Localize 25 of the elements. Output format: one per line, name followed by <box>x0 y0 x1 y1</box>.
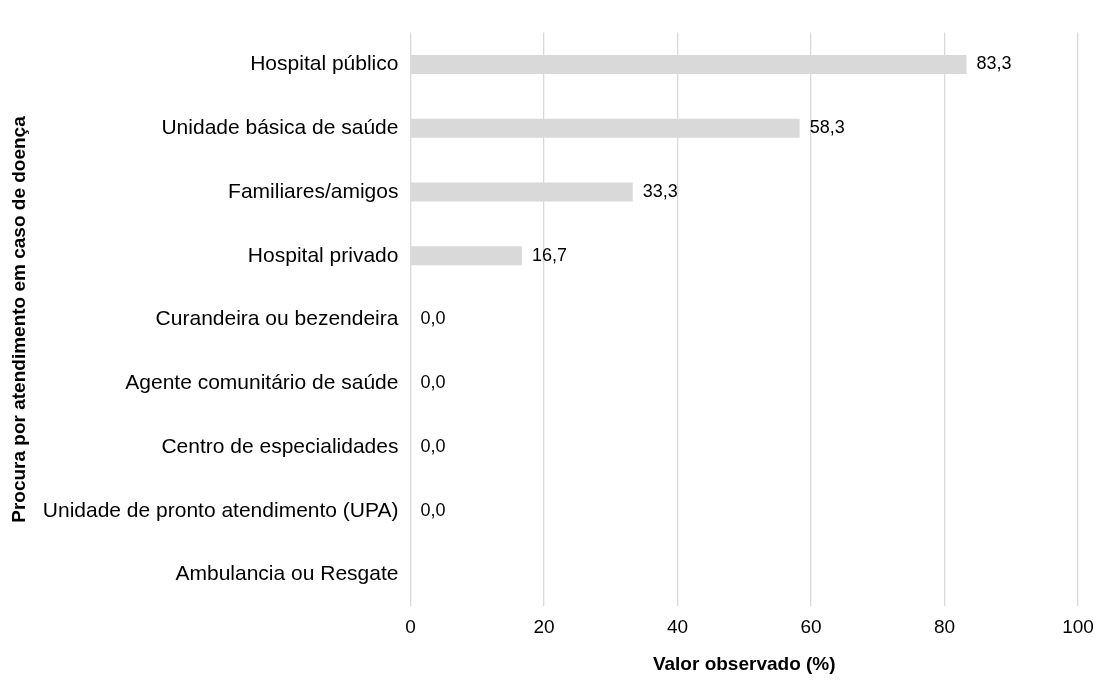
x-tick-label: 100 <box>1062 616 1094 638</box>
x-tick-label: 40 <box>666 616 689 638</box>
data-label: 58,3 <box>809 117 845 138</box>
y-tick-label: Unidade básica de saúde <box>161 115 399 139</box>
y-tick-label: Curandeira ou bezendeira <box>155 306 399 330</box>
y-tick-label: Hospital privado <box>247 242 399 266</box>
data-label: 0,0 <box>420 499 446 520</box>
y-tick-label: Unidade de pronto atendimento (UPA) <box>42 497 399 521</box>
x-axis-title: Valor observado (%) <box>652 652 836 674</box>
data-label: 0,0 <box>420 308 446 329</box>
y-tick-label: Agente comunitário de saúde <box>125 370 399 394</box>
y-tick-label: Centro de especialidades <box>161 433 399 457</box>
data-label: 16,7 <box>531 244 567 265</box>
y-tick-label: Familiares/amigos <box>228 178 399 202</box>
y-axis-title: Procura por atendimento em caso de doença <box>7 115 29 523</box>
x-tick-label: 0 <box>405 616 416 638</box>
data-label: 0,0 <box>420 372 446 393</box>
data-label: 33,3 <box>642 180 678 201</box>
data-label: 0,0 <box>420 435 446 456</box>
y-tick-label: Ambulancia ou Resgate <box>175 561 399 585</box>
data-label: 83,3 <box>976 53 1012 74</box>
x-tick-label: 20 <box>533 616 555 638</box>
x-tick-label: 60 <box>800 616 822 638</box>
y-tick-label: Hospital público <box>250 51 399 75</box>
x-tick-label: 80 <box>933 616 956 638</box>
